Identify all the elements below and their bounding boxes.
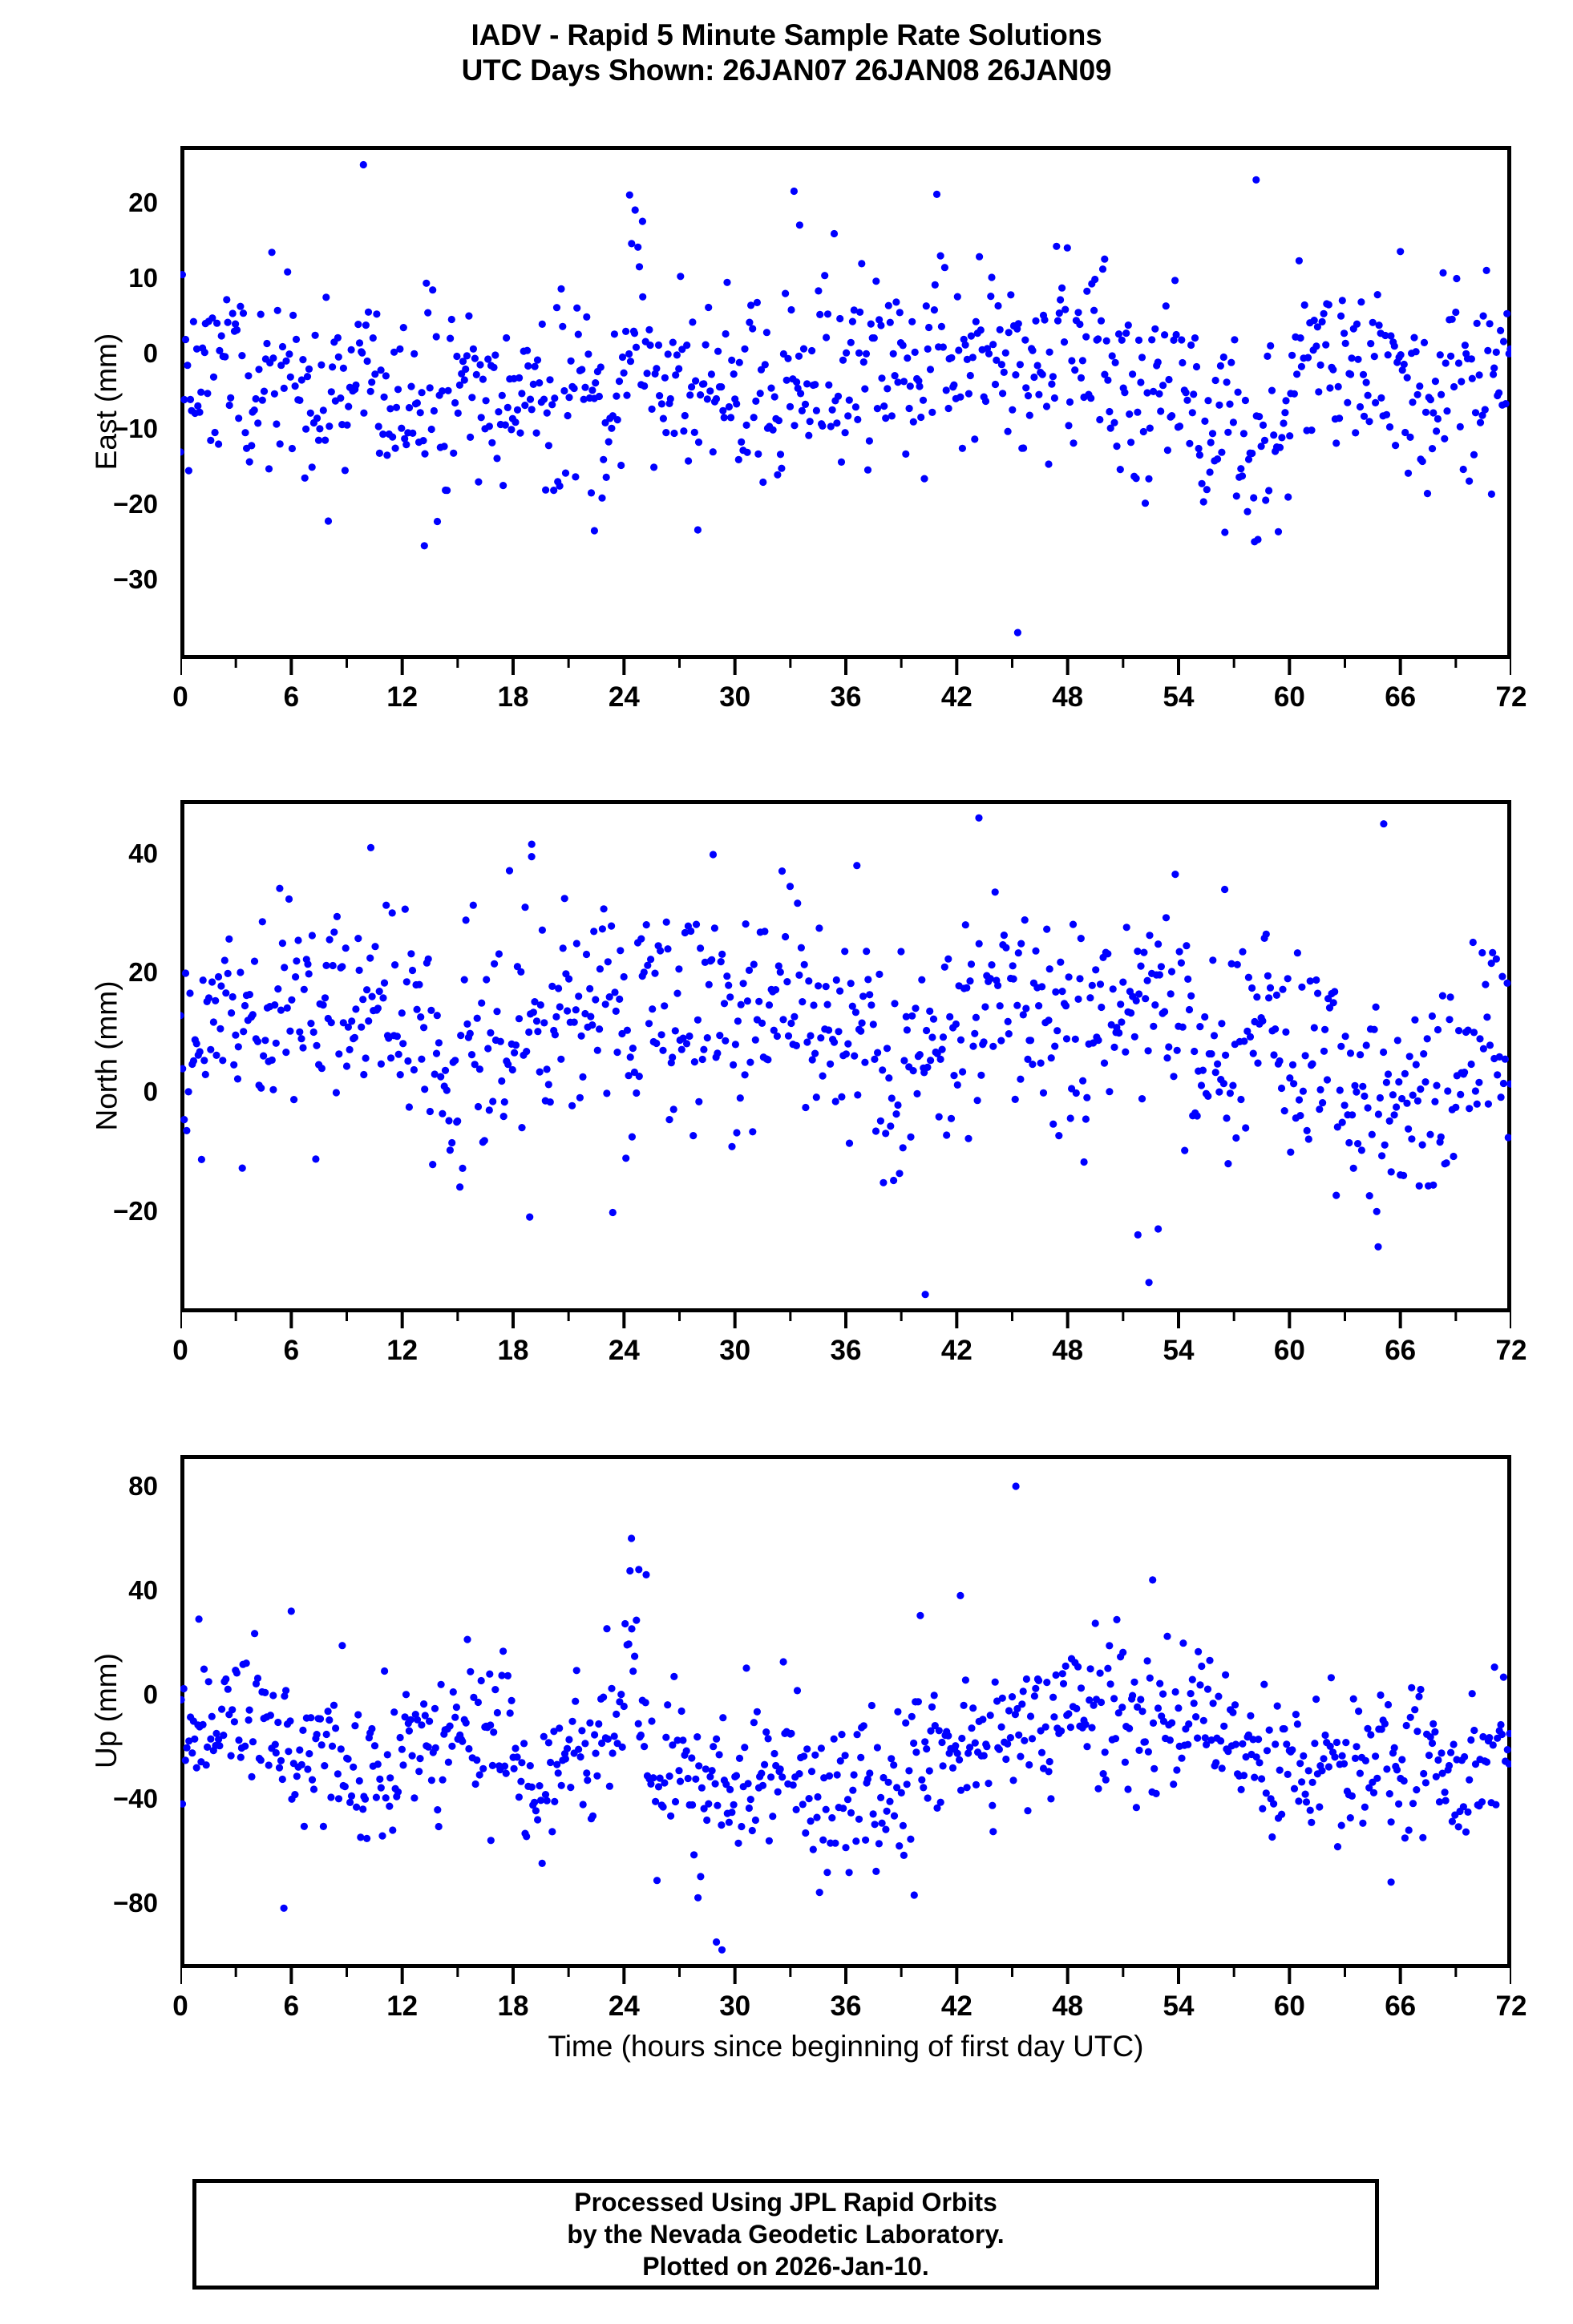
y-tick-label-east-4: −20: [113, 489, 158, 519]
x-tick-label-east-1: 6: [283, 681, 300, 713]
title-line-2: UTC Days Shown: 26JAN07 26JAN08 26JAN09: [461, 54, 1112, 87]
title-line-1: IADV - Rapid 5 Minute Sample Rate Soluti…: [471, 18, 1102, 51]
x-tick-label-up-7: 42: [940, 1991, 973, 2022]
x-tick-label-north-12: 72: [1495, 1335, 1527, 1366]
x-tick-label-east-11: 66: [1385, 681, 1417, 713]
x-tick-label-north-7: 42: [940, 1335, 973, 1366]
x-tick-label-up-9: 54: [1163, 1991, 1195, 2022]
x-tick-label-up-0: 0: [172, 1991, 188, 2022]
x-tick-label-east-8: 48: [1052, 681, 1084, 713]
scatter-layer-east: [180, 160, 1511, 675]
plot-frame-east: [180, 146, 1511, 659]
y-tick-label-north-1: 20: [128, 957, 158, 988]
x-tick-label-north-3: 18: [497, 1335, 529, 1366]
scatter-layer-north: [180, 814, 1511, 1328]
y-axis-label-up: Up (mm): [90, 1653, 123, 1768]
y-tick-label-up-0: 80: [128, 1470, 158, 1501]
x-tick-label-north-2: 12: [386, 1335, 419, 1366]
x-tick-label-east-4: 24: [608, 681, 640, 713]
scatter-layer-up: [180, 1482, 1511, 1984]
x-tick-label-north-6: 36: [830, 1335, 862, 1366]
y-tick-label-up-2: 0: [143, 1679, 158, 1709]
y-axis-label-east: East (mm): [90, 333, 123, 471]
x-tick-label-east-0: 0: [172, 681, 188, 713]
x-tick-label-east-12: 72: [1495, 681, 1527, 713]
x-axis-label: Time (hours since beginning of first day…: [548, 2030, 1144, 2063]
y-tick-label-up-4: −80: [113, 1887, 158, 1918]
y-tick-label-east-0: 20: [128, 187, 158, 217]
x-tick-label-north-10: 60: [1273, 1335, 1305, 1366]
y-axis-label-north: North (mm): [90, 980, 123, 1131]
x-tick-label-north-8: 48: [1052, 1335, 1084, 1366]
y-tick-label-up-1: 40: [128, 1574, 158, 1605]
x-tick-label-east-10: 60: [1273, 681, 1305, 713]
y-tick-label-east-3: −10: [113, 413, 158, 443]
y-tick-label-east-5: −30: [113, 564, 158, 595]
footer-line-3: Plotted on 2026-Jan-10.: [642, 2252, 929, 2281]
footer-line-2: by the Nevada Geodetic Laboratory.: [567, 2220, 1005, 2249]
x-tick-label-east-9: 54: [1163, 681, 1195, 713]
x-tick-label-north-0: 0: [172, 1335, 188, 1366]
x-tick-label-east-3: 18: [497, 681, 529, 713]
x-tick-label-east-5: 30: [719, 681, 751, 713]
x-tick-label-up-12: 72: [1495, 1991, 1527, 2022]
y-tick-label-north-2: 0: [143, 1077, 158, 1107]
footer-line-1: Processed Using JPL Rapid Orbits: [574, 2188, 997, 2217]
x-tick-label-north-9: 54: [1163, 1335, 1195, 1366]
panel-north: 40 20 0 −20 0 6 12 18 24 30 36 42 48 54 60 66 72 North (m…: [90, 800, 1526, 1366]
x-tick-label-north-11: 66: [1385, 1335, 1417, 1366]
x-tick-label-east-6: 36: [830, 681, 862, 713]
y-tick-label-north-0: 40: [128, 838, 158, 868]
y-tick-label-east-1: 10: [128, 262, 158, 293]
x-tick-label-up-2: 12: [386, 1991, 419, 2022]
x-tick-label-up-5: 30: [719, 1991, 751, 2022]
x-tick-label-up-1: 6: [283, 1991, 300, 2022]
y-tick-label-east-2: 0: [143, 337, 158, 368]
panel-up: 80 40 0 −40 −80 0 6 12 18 24 30 36 42 48 54 60 66 72 Up (m…: [90, 1455, 1526, 2022]
x-tick-label-up-4: 24: [608, 1991, 640, 2022]
figure-title: IADV - Rapid 5 Minute Sample Rate Soluti…: [0, 18, 1573, 88]
x-tick-label-east-7: 42: [940, 681, 973, 713]
y-tick-label-north-3: −20: [113, 1195, 158, 1226]
x-tick-label-north-4: 24: [608, 1335, 640, 1366]
plot-frame-up: [180, 1455, 1511, 1968]
footer-credit-box: Processed Using JPL Rapid Orbits by the …: [192, 2179, 1379, 2290]
x-tick-label-up-10: 60: [1273, 1991, 1305, 2022]
x-tick-label-north-1: 6: [283, 1335, 300, 1366]
x-tick-label-north-5: 30: [719, 1335, 751, 1366]
x-tick-label-up-11: 66: [1385, 1991, 1417, 2022]
x-tick-label-up-6: 36: [830, 1991, 862, 2022]
x-tick-label-east-2: 12: [386, 681, 419, 713]
panel-east: 20 10 0 −10 −20 −30 0 6 12 18 24 30 36 42 48 54 60 66 72 Ea…: [90, 146, 1526, 713]
x-tick-label-up-3: 18: [497, 1991, 529, 2022]
y-tick-label-up-3: −40: [113, 1783, 158, 1813]
x-tick-label-up-8: 48: [1052, 1991, 1084, 2022]
